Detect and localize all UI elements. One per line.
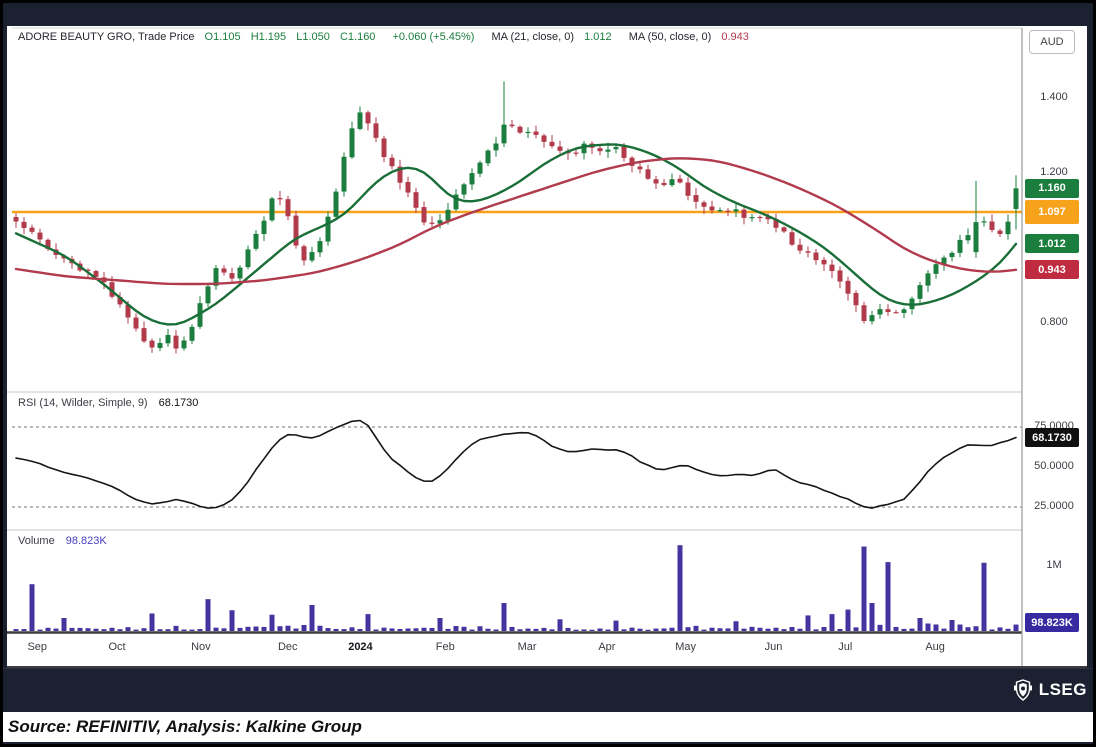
ma50-line (14, 157, 1018, 286)
source-strip: Source: REFINITIV, Analysis: Kalkine Gro… (3, 712, 1093, 742)
legend-low: L1.050 (296, 31, 330, 43)
x-axis-label: Mar (517, 641, 537, 653)
rsi-value-badge: 68.1730 (1025, 428, 1079, 448)
legend-high: H1.195 (250, 31, 287, 43)
legend-open: O1.105 (204, 31, 241, 43)
price-badge: 1.097 (1025, 200, 1079, 224)
lseg-crest-icon (1013, 679, 1032, 701)
ma21-line (14, 143, 1018, 326)
volume-value: 98.823K (65, 535, 107, 547)
lseg-logo-text: LSEG (1038, 680, 1087, 699)
x-axis-label: Apr (598, 641, 616, 653)
source-caption: Source: REFINITIV, Analysis: Kalkine Gro… (8, 717, 362, 736)
x-axis-label: 2024 (348, 641, 373, 653)
price-chart-canvas[interactable] (7, 26, 1087, 668)
instrument-name: ADORE BEAUTY GRO, Trade Price (18, 31, 195, 43)
bottom-brand-bar: LSEG (3, 668, 1093, 713)
legend-ma50-label: MA (50, close, 0) (628, 31, 712, 43)
price-badge: 0.943 (1025, 260, 1079, 280)
volume-tick: 1M (1046, 559, 1062, 571)
rsi-legend: RSI (14, Wilder, Simple, 9) 68.1730 (18, 397, 206, 409)
rsi-tick: 25.0000 (1034, 500, 1074, 512)
x-axis-label: Dec (277, 641, 298, 653)
legend-ma21-value: 1.012 (584, 31, 612, 43)
x-axis-label: Aug (925, 641, 945, 653)
volume-value-badge: 98.823K (1025, 613, 1079, 633)
x-axis-label: Jun (764, 641, 783, 653)
legend-ma50-value: 0.943 (721, 31, 749, 43)
volume-label: Volume (18, 535, 55, 547)
x-axis-label: Feb (435, 641, 455, 653)
x-axis-label: May (675, 641, 697, 653)
terminal-frame: ADORE BEAUTY GRO, Trade Price O1.105 H1.… (3, 3, 1093, 744)
currency-label: AUD (1029, 30, 1075, 54)
price-tick: 0.800 (1040, 316, 1068, 329)
price-badge: 1.012 (1025, 234, 1079, 254)
lseg-logo: LSEG (1012, 679, 1087, 701)
rsi-line (15, 419, 1017, 509)
legend-ma21-label: MA (21, close, 0) (491, 31, 575, 43)
price-tick: 1.200 (1040, 166, 1068, 179)
legend-change: +0.060 (+5.45%) (392, 31, 475, 43)
volume-legend: Volume 98.823K (18, 535, 115, 547)
rsi-tick: 50.0000 (1034, 460, 1074, 472)
price-legend: ADORE BEAUTY GRO, Trade Price O1.105 H1.… (18, 31, 756, 43)
candlesticks (13, 81, 1019, 354)
rsi-label: RSI (14, Wilder, Simple, 9) (18, 397, 148, 409)
price-badge: 1.160 (1025, 178, 1079, 198)
x-axis-label: Sep (27, 641, 48, 653)
x-axis-label: Jul (838, 641, 853, 653)
volume-bars (13, 545, 1019, 631)
price-tick: 1.400 (1040, 91, 1068, 104)
chart-surface: ADORE BEAUTY GRO, Trade Price O1.105 H1.… (7, 26, 1087, 668)
right-price-axis: AUD 1.400 1.200 0.800 75.0000 50.0000 25.0000… (1023, 26, 1085, 668)
x-axis-label: Oct (108, 641, 126, 653)
legend-close: C1.160 (339, 31, 376, 43)
x-axis-label: Nov (191, 641, 211, 653)
rsi-value: 68.1730 (158, 397, 199, 409)
